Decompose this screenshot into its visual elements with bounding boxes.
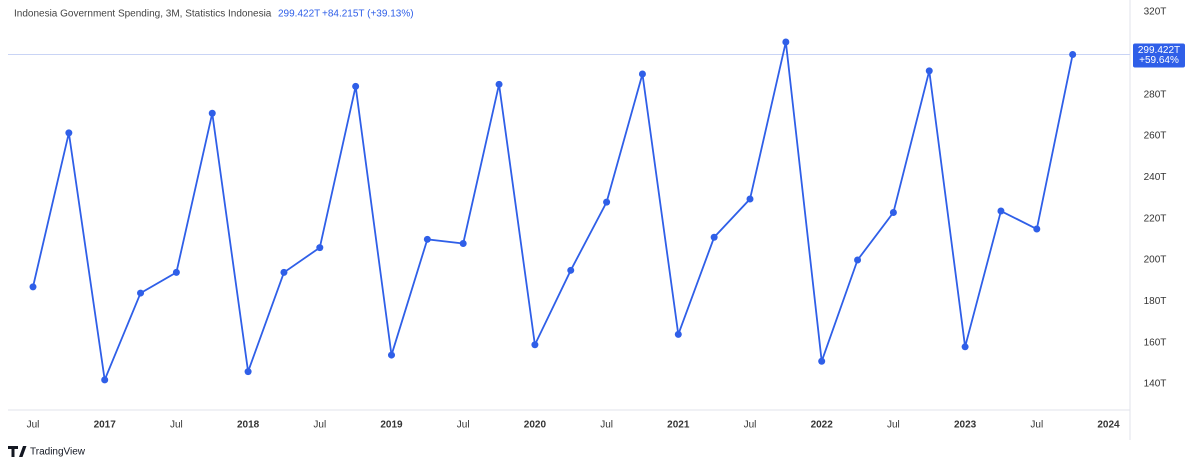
chart-title: Indonesia Government Spending, 3M, Stati… [14, 9, 272, 20]
data-point [29, 283, 37, 291]
header-value: 299.422T [278, 9, 320, 20]
x-tick-label: 2022 [811, 420, 834, 431]
data-point [316, 244, 324, 252]
x-tick-label: Jul [27, 420, 40, 431]
data-point [172, 268, 180, 276]
data-point [782, 38, 790, 46]
x-tick-label: 2024 [1097, 420, 1120, 431]
data-point [674, 330, 682, 338]
data-point [567, 266, 575, 274]
x-tick-label: Jul [170, 420, 183, 431]
data-point [137, 289, 145, 297]
data-point [244, 368, 252, 376]
data-point [208, 109, 216, 117]
y-tick-label: 260T [1144, 131, 1167, 142]
x-tick-label: Jul [1030, 420, 1043, 431]
y-tick-label: 200T [1144, 255, 1167, 266]
y-tick-label: 160T [1144, 337, 1167, 348]
y-tick-label: 180T [1144, 296, 1167, 307]
x-tick-label: Jul [744, 420, 757, 431]
x-tick-label: Jul [457, 420, 470, 431]
data-point [638, 70, 646, 78]
data-point [997, 207, 1005, 215]
data-point [495, 80, 503, 88]
data-point [101, 376, 109, 384]
y-tick-label: 280T [1144, 89, 1167, 100]
x-tick-label: Jul [887, 420, 900, 431]
y-tick-label: 240T [1144, 172, 1167, 183]
data-point [280, 268, 288, 276]
data-point [889, 208, 897, 216]
data-point [459, 239, 467, 247]
x-tick-label: 2017 [94, 420, 117, 431]
x-tick-label: Jul [313, 420, 326, 431]
badge-bg [1133, 43, 1185, 68]
data-point [65, 129, 73, 137]
y-tick-label: 140T [1144, 379, 1167, 390]
last-value-badge: 299.422T+59.64% [1133, 43, 1185, 68]
data-point [388, 351, 395, 359]
data-point [1069, 51, 1077, 59]
data-point [818, 357, 826, 365]
x-tick-label: 2021 [667, 420, 690, 431]
data-point [925, 67, 933, 75]
data-point [1033, 225, 1041, 233]
x-tick-label: 2019 [380, 420, 403, 431]
y-tick-label: 220T [1144, 213, 1167, 224]
badge-change: +59.64% [1139, 55, 1179, 66]
header-change: +84.215T (+39.13%) [322, 9, 414, 20]
brand: TradingView [30, 447, 86, 458]
data-point [423, 235, 431, 243]
data-point [352, 82, 360, 90]
data-point [531, 341, 539, 349]
x-tick-label: Jul [600, 420, 613, 431]
badge-value: 299.422T [1138, 45, 1180, 56]
x-tick-label: 2018 [237, 420, 260, 431]
x-tick-label: 2020 [524, 420, 547, 431]
data-point [961, 343, 969, 351]
x-tick-label: 2023 [954, 420, 977, 431]
series-line [32, 41, 1074, 384]
data-point [603, 198, 611, 206]
y-tick-label: 320T [1144, 7, 1167, 18]
data-point [854, 256, 862, 264]
brand-logo: TradingView [8, 446, 86, 458]
data-point [746, 195, 754, 203]
data-point [710, 233, 718, 241]
